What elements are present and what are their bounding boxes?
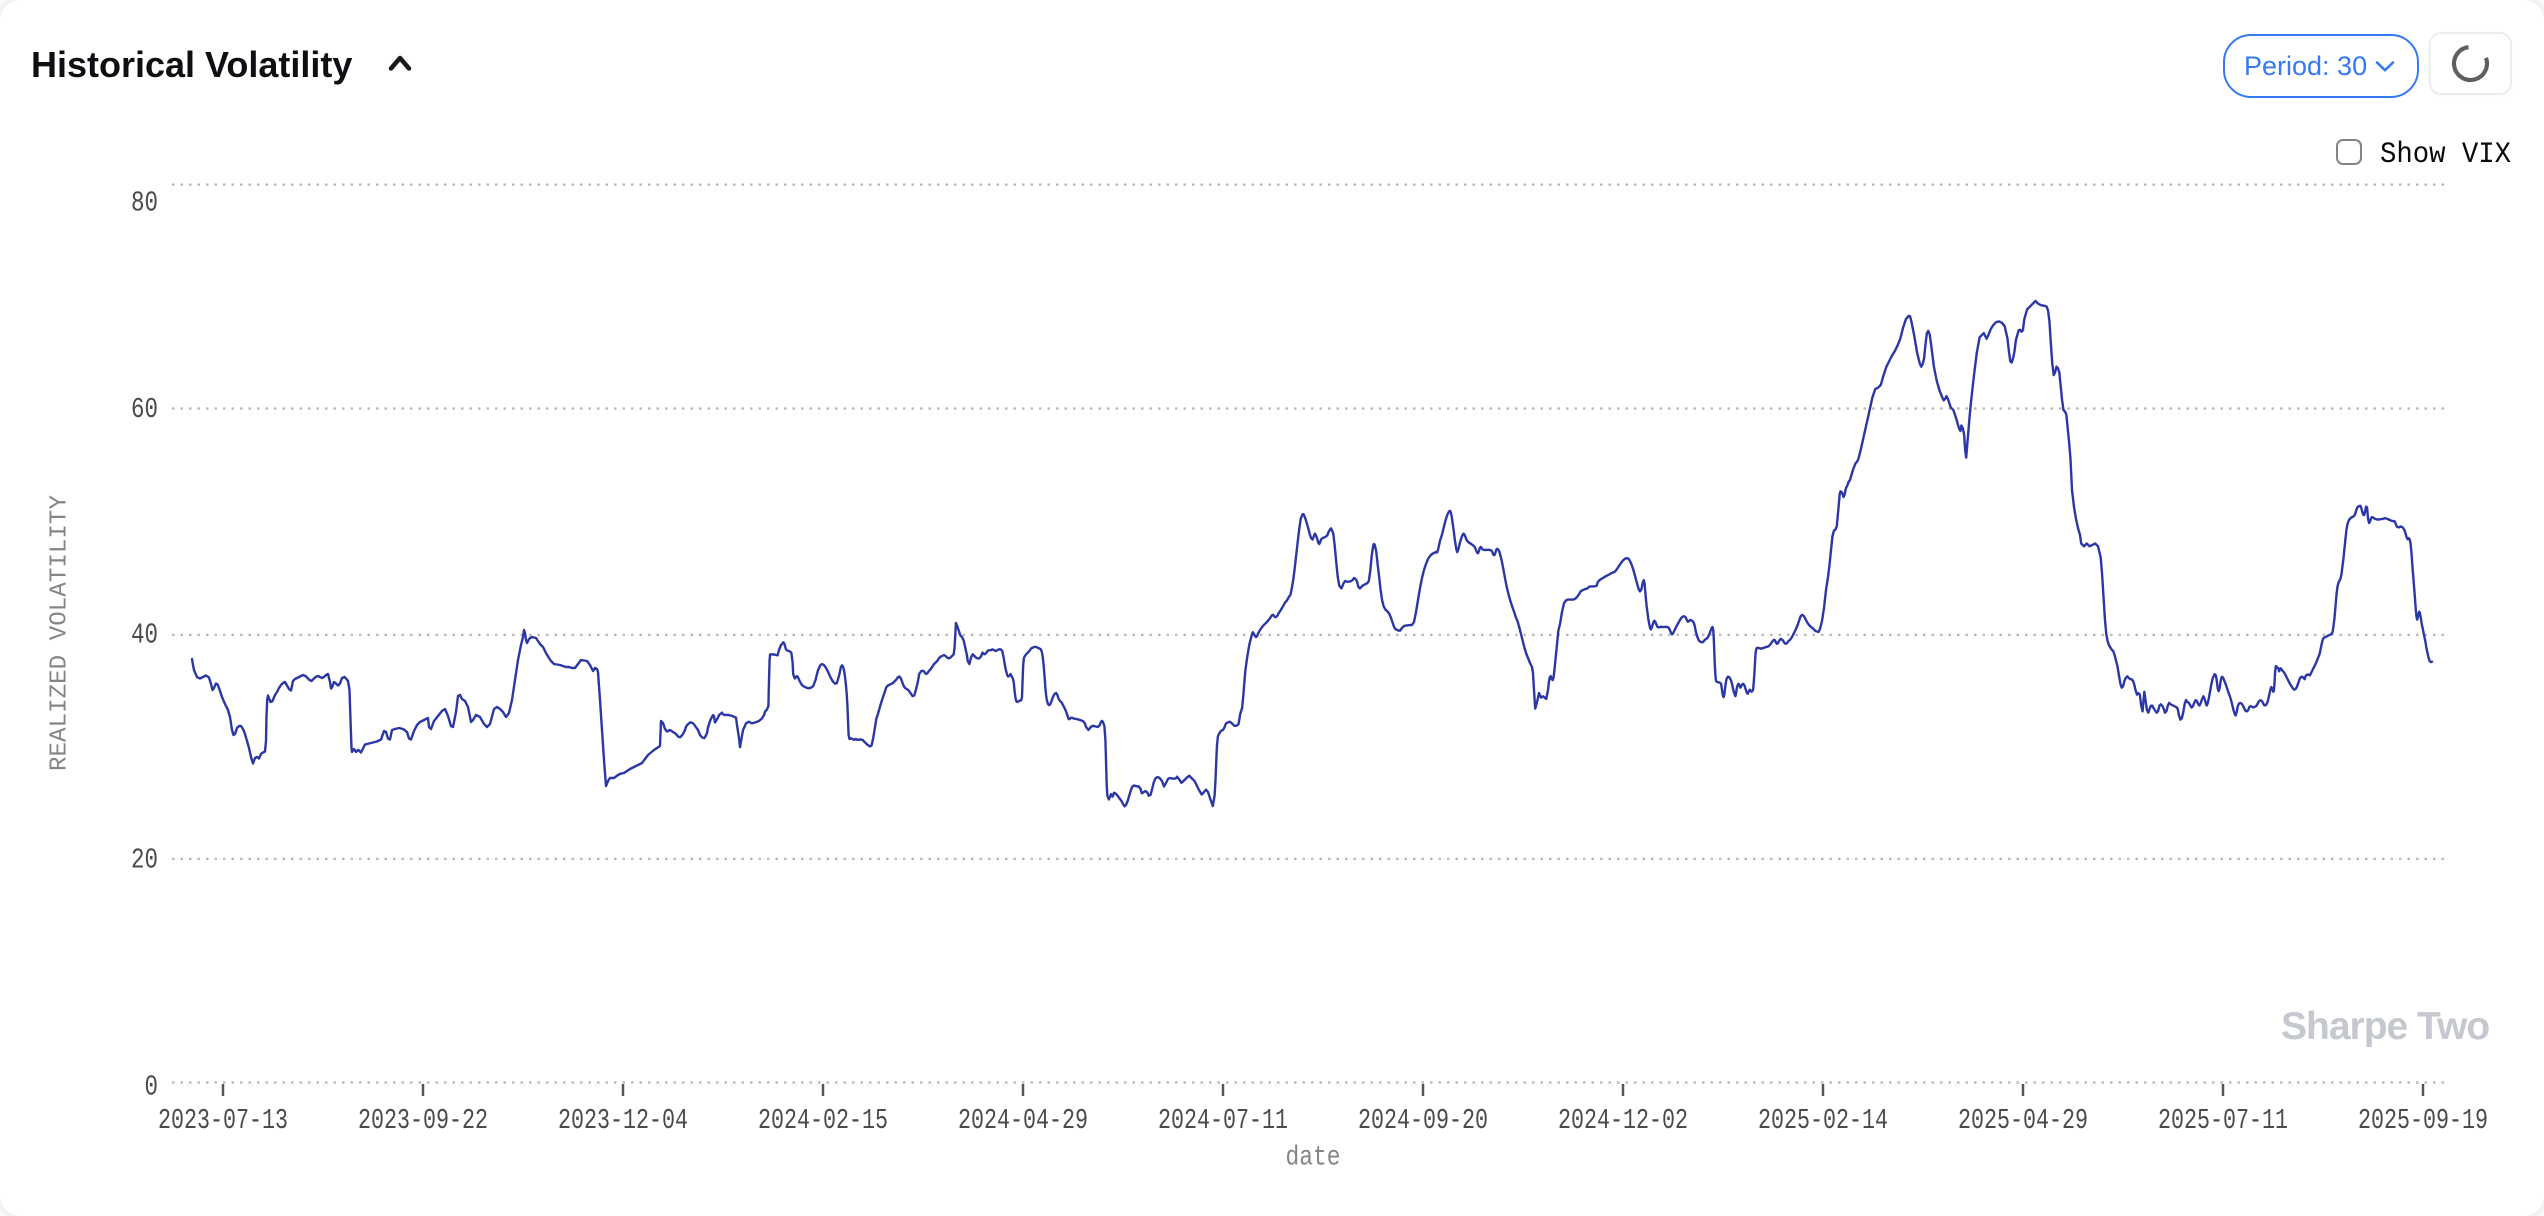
svg-text:80: 80: [131, 187, 158, 220]
svg-text:2023-12-04: 2023-12-04: [558, 1104, 688, 1137]
svg-text:2025-04-29: 2025-04-29: [1958, 1104, 2088, 1137]
svg-text:2024-04-29: 2024-04-29: [958, 1104, 1088, 1137]
svg-text:2024-12-02: 2024-12-02: [1558, 1104, 1688, 1137]
svg-text:2024-07-11: 2024-07-11: [1158, 1104, 1288, 1137]
svg-text:20: 20: [131, 844, 158, 877]
svg-text:60: 60: [131, 393, 158, 426]
svg-text:2025-09-19: 2025-09-19: [2358, 1104, 2488, 1137]
svg-text:2024-09-20: 2024-09-20: [1358, 1104, 1488, 1137]
svg-text:date: date: [1286, 1143, 1341, 1174]
svg-text:2023-09-22: 2023-09-22: [358, 1104, 488, 1137]
svg-text:2025-02-14: 2025-02-14: [1758, 1104, 1888, 1137]
svg-text:REALIZED VOLATILITY: REALIZED VOLATILITY: [47, 495, 74, 771]
svg-text:0: 0: [145, 1071, 159, 1104]
svg-text:2023-07-13: 2023-07-13: [158, 1104, 288, 1137]
svg-text:2024-02-15: 2024-02-15: [758, 1104, 888, 1137]
svg-text:Show VIX: Show VIX: [2380, 138, 2511, 172]
svg-text:2025-07-11: 2025-07-11: [2158, 1104, 2288, 1137]
svg-text:40: 40: [131, 619, 158, 652]
